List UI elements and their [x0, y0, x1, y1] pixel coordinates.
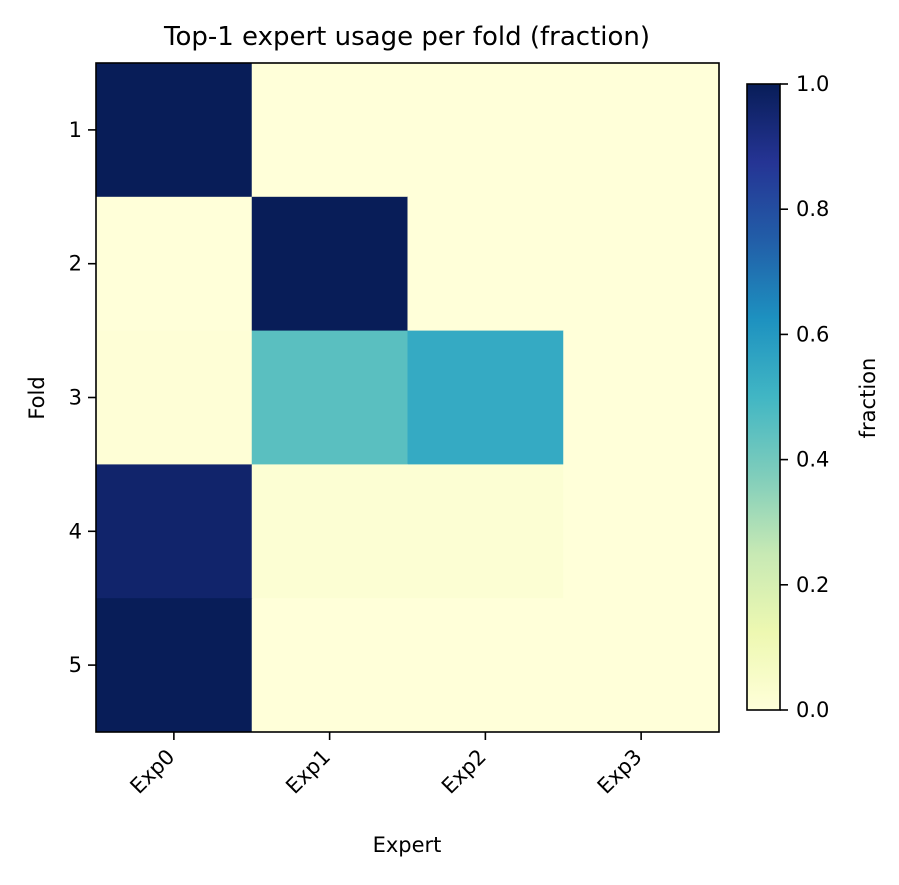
colorbar: 0.0 0.2 0.4 0.6 0.8 1.0 fraction	[746, 72, 880, 722]
heatmap-cell	[563, 330, 720, 465]
colorbar-frame	[746, 83, 781, 711]
heatmap-cell	[407, 196, 564, 332]
heatmap-cell	[96, 330, 253, 465]
y-tick-label: 3	[69, 386, 82, 410]
colorbar-ticks: 0.0 0.2 0.4 0.6 0.8 1.0	[780, 72, 829, 722]
heatmap-cell	[96, 464, 253, 599]
heatmap-cell	[407, 330, 564, 465]
heatmap-cell	[251, 464, 408, 599]
heatmap-cell	[251, 196, 408, 332]
colorbar-tick-label: 0.2	[796, 573, 829, 597]
y-tick-label: 4	[69, 519, 82, 543]
colorbar-label: fraction	[856, 358, 880, 439]
x-axis-label: Expert	[373, 833, 442, 857]
heatmap-cell	[251, 330, 408, 465]
plot-frame	[95, 62, 720, 733]
x-tick-label: Exp0	[125, 745, 179, 799]
heatmap-cell	[563, 464, 720, 599]
colorbar-tick-label: 1.0	[796, 72, 829, 96]
colorbar-tick-label: 0.6	[796, 322, 829, 346]
heatmap-cell	[251, 63, 408, 198]
heatmap-cell	[563, 63, 720, 198]
y-tick-label: 2	[69, 252, 82, 276]
x-tick-label: Exp1	[281, 745, 335, 799]
y-tick-label: 5	[69, 653, 82, 677]
heatmap-cell	[407, 598, 564, 733]
heatmap-cell	[251, 598, 408, 733]
x-tick-label: Exp2	[437, 745, 491, 799]
heatmap-cell	[407, 464, 564, 599]
heatmap-cell	[563, 598, 720, 733]
heatmap-cell	[407, 63, 564, 198]
x-tick-label: Exp3	[593, 745, 647, 799]
colorbar-gradient	[747, 84, 780, 710]
y-axis-label: Fold	[25, 376, 49, 419]
x-axis-ticks: Exp0 Exp1 Exp2 Exp3	[125, 732, 647, 799]
y-tick-label: 1	[69, 118, 82, 142]
heatmap-cell	[96, 598, 253, 733]
heatmap-cell	[96, 63, 253, 198]
heatmap-cell	[96, 196, 253, 332]
y-axis-ticks: 1 2 3 4 5	[69, 118, 96, 677]
colorbar-tick-label: 0.8	[796, 197, 829, 221]
heatmap-cells	[96, 63, 720, 733]
colorbar-tick-label: 0.0	[796, 698, 829, 722]
colorbar-tick-label: 0.4	[796, 448, 829, 472]
chart-title: Top-1 expert usage per fold (fraction)	[163, 22, 650, 52]
heatmap-cell	[563, 196, 720, 332]
